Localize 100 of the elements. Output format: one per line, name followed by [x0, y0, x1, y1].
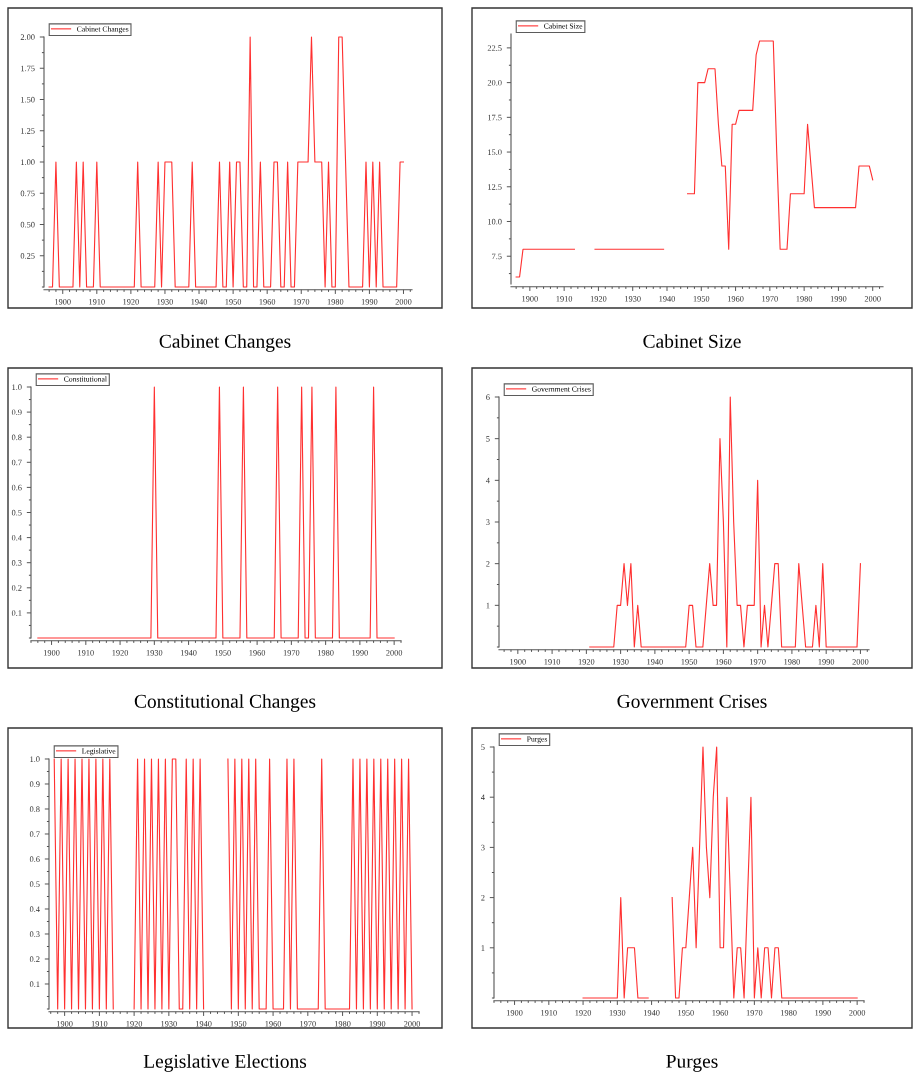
x-tick-label: 1940: [647, 659, 663, 665]
x-tick-label: 1910: [78, 650, 94, 656]
y-tick-label: 4: [485, 477, 490, 484]
x-tick-label: 1980: [327, 299, 344, 305]
y-tick-label: 0.2: [11, 585, 22, 591]
text: Cabinet Size: [643, 334, 741, 348]
y-tick-label: 2: [486, 561, 490, 567]
y-tick-label: 1.0: [12, 384, 22, 391]
y-tick-label: 0.2: [29, 956, 40, 963]
y-tick-label: 3: [486, 519, 490, 525]
x-tick-label: 1990: [369, 1021, 386, 1027]
y-tick-label: 2: [481, 894, 485, 901]
x-tick-label: 1980: [784, 659, 800, 665]
x-tick-label: 1940: [659, 296, 676, 302]
y-tick-label: 0.25: [20, 253, 35, 259]
x-tick-label: 1930: [161, 1021, 177, 1027]
y-tick-label: 1.50: [21, 96, 35, 103]
x-tick-label: 1930: [613, 659, 629, 665]
x-tick-label: 1950: [681, 659, 698, 665]
x-tick-label: 1990: [361, 299, 378, 305]
y-tick-label: 0.75: [20, 190, 35, 197]
x-tick-label: 1960: [712, 1010, 729, 1016]
x-tick-label: 1970: [293, 299, 310, 305]
x-tick-label: 2000: [849, 1010, 866, 1016]
x-tick-label: 2000: [864, 296, 881, 302]
x-tick-label: 1940: [643, 1010, 660, 1016]
y-tick-label: 1: [481, 945, 485, 951]
line-series: [589, 396, 861, 648]
x-tick-label: 1910: [556, 296, 573, 302]
x-tick-label: 1970: [283, 650, 300, 656]
y-tick-label: 0.4: [11, 534, 22, 541]
y-tick-label: 1.0: [30, 756, 40, 763]
x-tick-label: 1950: [693, 296, 710, 302]
y-tick-label: 0.5: [11, 509, 22, 516]
y-tick-label: 0.8: [29, 806, 40, 813]
x-tick-label: 1900: [506, 1010, 523, 1016]
x-tick-label: 1990: [352, 650, 368, 656]
x-tick-label: 1930: [625, 296, 641, 302]
y-tick-label: 20.0: [487, 79, 502, 86]
y-tick-label: 0.4: [29, 906, 40, 913]
x-tick-label: 1910: [541, 1010, 557, 1016]
x-tick-label: 1900: [55, 299, 71, 305]
x-tick-label: 1940: [180, 650, 197, 656]
x-tick-label: 1950: [215, 650, 231, 656]
y-tick-label: 15.0: [488, 149, 502, 156]
x-tick-label: 1920: [575, 1010, 592, 1016]
x-tick-label: 1910: [544, 659, 561, 665]
x-tick-label: 1940: [191, 299, 208, 305]
y-tick-label: 1: [486, 602, 490, 609]
x-tick-label: 1980: [781, 1010, 797, 1016]
y-tick-label: 0.7: [11, 459, 22, 466]
x-tick-label: 1980: [318, 650, 334, 656]
x-tick-label: 1910: [89, 299, 105, 305]
y-tick-label: 5: [481, 744, 485, 750]
x-tick-label: 1980: [796, 296, 813, 302]
x-tick-label: 1970: [762, 296, 778, 302]
y-tick-label: 0.1: [29, 981, 40, 988]
x-tick-label: 1990: [815, 1010, 831, 1016]
y-tick-label: 0.9: [11, 409, 22, 416]
y-tick-label: 0.3: [29, 931, 40, 938]
y-tick-label: 4: [480, 794, 485, 801]
y-tick-label: 0.7: [29, 831, 40, 838]
text: Purges: [666, 1054, 718, 1072]
y-tick-label: 0.8: [11, 434, 22, 441]
y-tick-label: 12.5: [488, 184, 502, 190]
y-tick-label: 0.5: [29, 881, 40, 888]
x-tick-label: 1920: [123, 299, 139, 305]
x-tick-label: 2000: [404, 1021, 421, 1027]
y-tick-label: 0.1: [11, 610, 22, 616]
x-tick-label: 1960: [265, 1021, 282, 1027]
x-tick-label: 1990: [818, 659, 835, 665]
x-tick-label: 1900: [57, 1021, 73, 1027]
x-tick-label: 1930: [157, 299, 173, 305]
text: Cabinet Changes: [159, 334, 291, 352]
x-tick-label: 1930: [146, 650, 163, 656]
x-tick-label: 1960: [259, 299, 276, 305]
text: Government Crises: [617, 694, 767, 708]
y-tick-label: 1.00: [21, 159, 35, 166]
x-tick-label: 1960: [715, 659, 732, 665]
x-tick-label: 1970: [300, 1021, 316, 1027]
x-tick-label: 1920: [112, 650, 129, 656]
x-tick-label: 1900: [510, 659, 526, 665]
y-tick-label: 0.3: [11, 560, 22, 566]
x-tick-label: 2000: [395, 299, 412, 305]
x-tick-label: 1920: [578, 659, 595, 665]
x-tick-label: 1920: [590, 296, 607, 302]
x-tick-label: 1980: [334, 1021, 351, 1027]
y-tick-label: 2.00: [20, 34, 35, 41]
y-tick-label: 7.5: [492, 253, 502, 260]
y-tick-label: 0.6: [11, 484, 22, 491]
x-tick-label: 1950: [230, 1021, 247, 1027]
y-tick-label: 3: [481, 844, 485, 851]
y-tick-label: 22.5: [487, 45, 502, 51]
y-tick-label: 17.5: [488, 114, 502, 121]
x-tick-label: 1970: [750, 659, 766, 665]
x-tick-label: 1910: [91, 1021, 108, 1027]
text: Constitutional Changes: [134, 694, 316, 712]
x-tick-label: 2000: [852, 659, 869, 665]
x-tick-label: 1920: [126, 1021, 143, 1027]
y-tick-label: 10.0: [488, 218, 502, 225]
